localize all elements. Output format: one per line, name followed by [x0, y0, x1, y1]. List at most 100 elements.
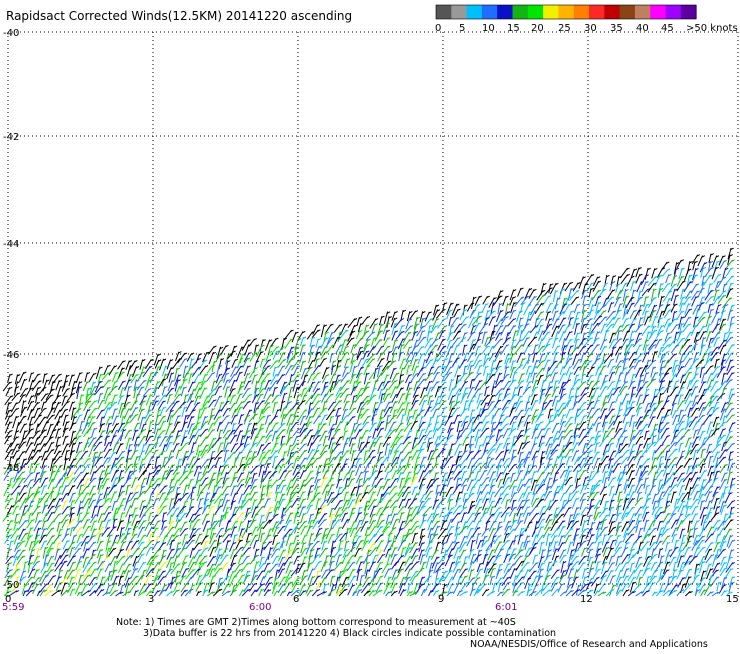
wind-barb: [353, 407, 357, 410]
wind-barb: [724, 283, 728, 286]
wind-barb: [59, 409, 63, 412]
wind-barb: [702, 316, 706, 320]
wind-barb: [449, 339, 454, 342]
wind-vector: [721, 304, 727, 314]
wind-vector: [554, 297, 559, 310]
wind-vector: [683, 371, 690, 384]
wind-barb: [724, 401, 729, 405]
wind-barb: [142, 400, 146, 403]
wind-barb: [731, 316, 736, 319]
wind-barb: [465, 387, 469, 390]
wind-barb: [240, 365, 244, 368]
wind-vector: [305, 408, 313, 420]
wind-vector: [716, 393, 724, 402]
wind-barb: [464, 331, 468, 335]
wind-barb: [512, 309, 517, 313]
wind-vector: [145, 394, 151, 406]
wind-vector: [717, 339, 726, 350]
wind-barb: [512, 317, 517, 321]
wind-barb: [689, 260, 693, 264]
wind-vector: [715, 304, 720, 314]
wind-barb: [177, 374, 182, 377]
wind-vector: [413, 316, 418, 330]
wind-vector: [541, 344, 549, 353]
wind-vector: [434, 395, 440, 405]
wind-barb: [331, 331, 335, 335]
wind-vector: [447, 387, 454, 401]
wind-vector: [606, 316, 615, 328]
wind-vector: [397, 338, 404, 350]
wind-barb: [434, 344, 439, 348]
wind-vector: [220, 400, 228, 412]
wind-vector: [561, 345, 566, 356]
wind-vector: [628, 358, 635, 368]
wind-vector: [434, 385, 440, 398]
wind-barb: [487, 373, 491, 376]
wind-barb: [486, 336, 491, 340]
wind-barb: [689, 274, 693, 277]
wind-barb: [597, 366, 602, 369]
wind-barb: [121, 394, 125, 398]
wind-barb: [618, 352, 622, 355]
wind-vector: [341, 408, 346, 421]
wind-vector: [636, 394, 641, 406]
wind-barb: [612, 338, 617, 342]
wind-vector: [529, 325, 537, 334]
wind-barb: [379, 365, 383, 368]
wind-vector: [503, 366, 508, 379]
legend-color-box: [573, 5, 590, 19]
wind-vector: [389, 386, 396, 399]
wind-barb: [43, 407, 47, 411]
wind-vector: [283, 408, 292, 420]
wind-barb: [703, 372, 708, 375]
wind-vector: [476, 311, 480, 324]
wind-barb: [233, 379, 238, 383]
wind-vector: [525, 401, 528, 412]
wind-barb: [58, 373, 62, 377]
wind-barb: [37, 386, 42, 390]
wind-vector: [663, 367, 671, 376]
wind-vector: [149, 371, 157, 383]
wind-vector: [159, 407, 165, 417]
wind-barb: [492, 352, 497, 355]
wind-barb: [633, 358, 637, 361]
wind-barb: [353, 394, 358, 398]
wind-barb: [436, 371, 441, 375]
wind-barb: [78, 407, 82, 411]
wind-vector: [293, 386, 298, 399]
wind-barb: [514, 330, 519, 333]
wind-vector: [684, 308, 691, 318]
wind-vector: [487, 394, 494, 407]
wind-vector: [208, 399, 215, 408]
wind-vector: [379, 316, 383, 326]
wind-vector: [416, 378, 425, 389]
wind-vector: [657, 310, 663, 324]
wind-vector: [597, 316, 606, 327]
wind-barb: [626, 371, 630, 375]
wind-vector: [551, 304, 557, 314]
wind-vector: [356, 366, 362, 379]
wind-barb: [171, 402, 176, 405]
wind-barb: [353, 373, 357, 376]
wind-barb: [290, 373, 295, 377]
wind-vector: [199, 406, 206, 419]
wind-barb: [540, 302, 544, 306]
wind-vector: [578, 276, 584, 289]
wind-vector: [213, 409, 220, 420]
wind-barb: [619, 289, 624, 293]
wind-vector: [630, 386, 634, 399]
wind-barb: [415, 394, 419, 397]
wind-barb: [87, 400, 92, 403]
wind-vector: [382, 337, 389, 348]
wind-barb: [661, 386, 665, 389]
wind-vector: [472, 388, 480, 398]
wind-barb: [43, 401, 47, 404]
wind-vector: [337, 331, 341, 343]
wind-barb: [401, 344, 405, 347]
wind-barb: [619, 346, 623, 349]
wind-barb: [731, 259, 735, 262]
wind-barb: [15, 386, 20, 389]
wind-barb: [527, 345, 531, 348]
wind-vector: [264, 379, 270, 391]
wind-barb: [430, 351, 434, 354]
